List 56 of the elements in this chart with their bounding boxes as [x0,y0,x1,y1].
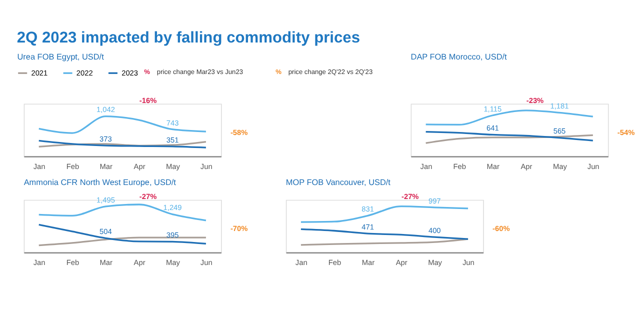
data-label: 471 [362,222,374,232]
data-label: 1,115 [484,104,502,114]
x-tick-label: Jan [420,162,432,172]
legend-label: 2023 [122,68,138,78]
annotation: -16% [139,96,158,105]
text: -70% [230,224,248,234]
x-tick-label: Jun [587,162,600,172]
x-tick-label: May [166,162,180,172]
data-label: 743 [166,118,179,128]
annotation: -23% [526,96,544,105]
x-tick-label: Apr [520,162,533,172]
x-tick-label: Feb [453,162,466,172]
annotation: -27% [402,192,420,202]
data-label: 351 [166,135,179,144]
chart-subtitle: Urea FOB Egypt, USD/t [17,52,105,62]
chart-subtitle: Ammonia CFR North West Europe, USD/t [24,178,177,188]
legend-label: 2021 [31,68,48,78]
chart-subtitle: DAP FOB Morocco, USD/t [410,52,508,62]
x-tick-label: Apr [396,258,408,268]
text: -54% [617,128,636,138]
data-label: 395 [166,230,179,240]
x-tick-label: Apr [134,162,146,172]
x-tick-label: Jan [33,258,46,268]
data-label: 373 [100,134,112,144]
chart-subtitle: MOP FOB Vancouver, USD/t [286,178,392,188]
data-label: 565 [553,126,566,136]
x-tick-label: May [166,258,180,268]
data-label: 831 [362,204,374,214]
x-tick-label: Jun [462,258,474,268]
data-label: 997 [428,196,441,206]
x-tick-label: Mar [362,258,376,268]
data-label: 641 [486,124,499,133]
x-tick-label: May [552,162,568,172]
x-tick-label: Mar [100,258,114,268]
x-tick-label: Jun [200,162,212,172]
chart-title: 2Q 2023 impacted by falling commodity prices [16,30,360,47]
annotation: -27% [139,192,158,202]
text: -58% [230,128,248,138]
x-tick-label: Feb [328,258,342,268]
x-tick-label: Feb [66,258,80,268]
text: -60% [492,224,510,234]
data-label: 1,249 [163,203,182,212]
x-tick-label: Feb [66,162,80,172]
legend-label: 2022 [76,68,93,78]
data-label: 1,181 [550,102,569,111]
x-tick-label: Jun [200,258,212,268]
x-tick-label: Mar [100,162,114,172]
x-tick-label: Jan [33,162,46,172]
x-tick-label: Apr [134,258,146,268]
data-label: 400 [428,226,441,235]
data-label: 1,042 [96,105,115,114]
data-label: 504 [100,227,112,236]
data-label: 1,495 [96,195,115,204]
x-tick-label: May [428,258,442,268]
x-tick-label: Mar [486,162,500,172]
x-tick-label: Jan [295,258,308,268]
